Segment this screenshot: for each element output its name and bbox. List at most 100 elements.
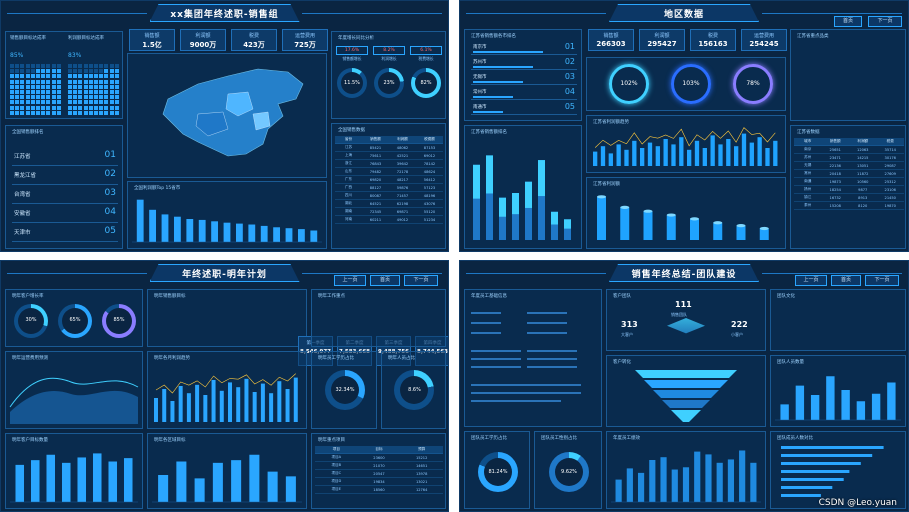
bar[interactable]: [310, 230, 318, 243]
hbar[interactable]: [781, 446, 884, 449]
bar[interactable]: [702, 148, 707, 166]
cylinder-bar[interactable]: [620, 207, 630, 240]
bar[interactable]: [269, 393, 274, 422]
bar-upper[interactable]: [486, 155, 493, 194]
bar[interactable]: [77, 457, 87, 502]
bar[interactable]: [671, 144, 676, 166]
bar[interactable]: [682, 467, 690, 502]
bar[interactable]: [154, 398, 158, 422]
cylinder-bar[interactable]: [643, 211, 653, 240]
bar[interactable]: [741, 133, 747, 166]
bar-lower[interactable]: [551, 211, 558, 240]
table-row[interactable]: 项目C 20547 13978: [315, 470, 443, 478]
hbar[interactable]: [781, 462, 861, 465]
next-page-button[interactable]: 下一页: [404, 275, 438, 286]
bar[interactable]: [212, 462, 223, 502]
bar[interactable]: [223, 222, 231, 242]
bar[interactable]: [231, 460, 242, 502]
hbar[interactable]: [781, 478, 844, 481]
cylinder-bar[interactable]: [597, 196, 606, 240]
table-row[interactable]: 项目E 18560 12764: [315, 486, 443, 494]
bar[interactable]: [734, 146, 739, 166]
bar[interactable]: [92, 453, 102, 502]
bar[interactable]: [228, 382, 232, 422]
table-row[interactable]: 项目B 21070 14651: [315, 462, 443, 470]
hbar[interactable]: [781, 486, 833, 489]
bar[interactable]: [632, 140, 637, 166]
bar[interactable]: [649, 460, 656, 502]
bar[interactable]: [726, 139, 731, 166]
table-row[interactable]: 项目D 19834 13021: [315, 478, 443, 486]
bar[interactable]: [600, 146, 606, 166]
bar[interactable]: [694, 451, 701, 502]
bar[interactable]: [194, 478, 205, 502]
bar[interactable]: [694, 140, 700, 166]
next-page-button[interactable]: 下一页: [868, 16, 902, 27]
bar[interactable]: [640, 148, 645, 166]
bar-lower[interactable]: [473, 164, 480, 240]
bar[interactable]: [219, 390, 224, 422]
bar[interactable]: [624, 149, 629, 166]
bar[interactable]: [211, 380, 216, 422]
map-region[interactable]: [225, 91, 254, 117]
bar[interactable]: [108, 461, 118, 503]
bar[interactable]: [285, 476, 296, 502]
bar-lower[interactable]: [512, 193, 519, 240]
table-row[interactable]: 苏州 23471 14215 30176: [794, 154, 904, 162]
bar[interactable]: [235, 223, 243, 242]
bar[interactable]: [186, 393, 191, 422]
bar-lower[interactable]: [538, 160, 545, 240]
table-row[interactable]: 广东 69820 48217 56412: [335, 176, 443, 184]
table-row[interactable]: 常州 20418 11872 27609: [794, 170, 904, 178]
bar[interactable]: [655, 146, 660, 166]
cylinder-bar[interactable]: [666, 215, 676, 240]
bar[interactable]: [195, 384, 200, 422]
map-region[interactable]: [252, 111, 271, 131]
bar[interactable]: [15, 464, 25, 502]
bar[interactable]: [170, 401, 175, 422]
table-row[interactable]: 湖北 64521 62198 43076: [335, 200, 443, 208]
prev-page-button[interactable]: 上一页: [795, 275, 827, 286]
bar[interactable]: [61, 462, 71, 502]
bar[interactable]: [593, 151, 598, 166]
bar[interactable]: [718, 144, 723, 166]
bar[interactable]: [687, 149, 692, 166]
bar[interactable]: [705, 454, 712, 502]
bar[interactable]: [608, 153, 613, 166]
bar-lower[interactable]: [499, 197, 506, 240]
table-row[interactable]: 镇江 16732 8913 21450: [794, 194, 904, 202]
bar[interactable]: [162, 389, 167, 422]
bar[interactable]: [149, 209, 157, 242]
bar[interactable]: [710, 135, 715, 166]
bar-upper[interactable]: [499, 197, 506, 217]
bar[interactable]: [158, 475, 169, 502]
bar[interactable]: [660, 457, 667, 502]
bar[interactable]: [176, 461, 187, 503]
table-row[interactable]: 项目A 23600 15212: [315, 454, 443, 462]
table-row[interactable]: 泰州 15208 8120 19870: [794, 202, 904, 210]
bar-lower[interactable]: [564, 219, 571, 240]
table-row[interactable]: 湖南 72345 69871 55120: [335, 208, 443, 216]
bar[interactable]: [810, 395, 820, 420]
bar[interactable]: [123, 458, 133, 502]
bar[interactable]: [252, 392, 257, 422]
bar[interactable]: [173, 216, 181, 242]
bar-upper[interactable]: [538, 160, 545, 197]
bar[interactable]: [615, 479, 622, 502]
bar[interactable]: [249, 454, 260, 502]
cylinder-bar[interactable]: [690, 218, 699, 240]
table-row[interactable]: 河南 60211 49012 51234: [335, 216, 443, 224]
table-row[interactable]: 南通 19873 10560 25312: [794, 178, 904, 186]
bar[interactable]: [236, 387, 241, 422]
bar[interactable]: [186, 219, 194, 242]
bar[interactable]: [198, 219, 206, 242]
bar[interactable]: [795, 385, 805, 420]
bar[interactable]: [757, 137, 762, 166]
home-button[interactable]: 首页: [831, 275, 861, 286]
hbar[interactable]: [781, 454, 873, 457]
bar[interactable]: [211, 221, 219, 242]
bar[interactable]: [739, 450, 746, 502]
bar[interactable]: [285, 389, 290, 422]
bar[interactable]: [248, 224, 256, 242]
bar[interactable]: [267, 471, 278, 502]
